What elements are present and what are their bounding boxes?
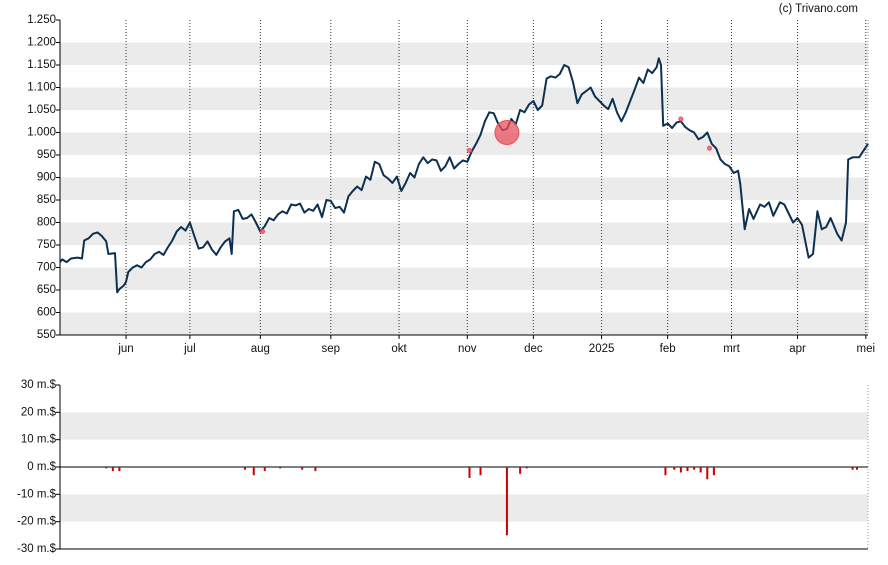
grid-band xyxy=(60,42,868,65)
y-tick-label: 650 xyxy=(37,284,56,296)
y-tick-label: 750 xyxy=(37,239,56,251)
bar xyxy=(693,467,696,470)
marker xyxy=(494,120,520,145)
y-tick-label: 1.150 xyxy=(27,59,56,71)
grid-band xyxy=(60,222,868,245)
bar xyxy=(243,467,246,470)
y-tick-label: 950 xyxy=(37,149,56,161)
y-tick-label: 550 xyxy=(37,329,56,341)
bar xyxy=(519,467,522,474)
y-tick-label: 800 xyxy=(37,217,56,229)
x-tick-label: aug xyxy=(251,343,270,355)
grid-band xyxy=(60,87,868,110)
y-tick-label: 1.000 xyxy=(27,127,56,139)
bar xyxy=(851,467,854,470)
bar xyxy=(673,467,676,470)
x-tick-label: mei xyxy=(857,343,876,355)
y-tick-label: 10 m.$ xyxy=(21,434,57,446)
x-tick-label: jun xyxy=(117,343,133,355)
y-tick-label: 20 m.$ xyxy=(21,406,57,418)
bar xyxy=(314,467,317,472)
y-tick-label: -20 m.$ xyxy=(17,516,57,528)
grid-band xyxy=(60,177,868,200)
bar xyxy=(525,467,528,469)
marker xyxy=(260,229,266,234)
bar xyxy=(505,467,508,536)
x-tick-label: jul xyxy=(183,343,196,355)
grid-band xyxy=(60,132,868,155)
y-tick-label: 1.200 xyxy=(27,37,56,49)
bar xyxy=(706,467,709,480)
bar xyxy=(279,467,282,469)
grid-band xyxy=(60,412,868,440)
bar xyxy=(479,467,482,476)
x-tick-label: feb xyxy=(660,343,676,355)
bar xyxy=(468,467,471,478)
bar xyxy=(699,467,702,473)
grid-band xyxy=(60,312,868,335)
bar xyxy=(118,467,121,472)
marker xyxy=(706,145,712,151)
x-tick-label: sep xyxy=(322,343,341,355)
y-tick-label: 700 xyxy=(37,262,56,274)
x-tick-label: dec xyxy=(524,343,543,355)
marker xyxy=(678,116,684,122)
y-tick-label: 0 m.$ xyxy=(27,461,56,473)
bar xyxy=(252,467,255,476)
price-line xyxy=(59,57,869,294)
bar xyxy=(111,467,114,472)
bar xyxy=(712,467,715,476)
y-tick-label: 1.100 xyxy=(27,82,56,94)
credit: (c) Trivano.com xyxy=(779,3,858,15)
grid-band xyxy=(60,267,868,290)
marker xyxy=(467,148,473,153)
x-tick-label: 2025 xyxy=(589,343,615,355)
y-tick-label: -10 m.$ xyxy=(17,488,57,500)
bar xyxy=(105,467,108,469)
x-tick-label: apr xyxy=(789,343,806,355)
y-tick-label: 30 m.$ xyxy=(21,379,57,391)
bar xyxy=(301,467,304,470)
x-tick-label: okt xyxy=(391,343,407,355)
bar xyxy=(679,467,682,473)
y-tick-label: -30 m.$ xyxy=(17,543,57,555)
bar xyxy=(263,467,266,472)
y-tick-label: 1.250 xyxy=(27,14,56,26)
grid-band xyxy=(60,494,868,522)
x-tick-label: mrt xyxy=(723,343,740,355)
bar xyxy=(686,467,689,472)
y-tick-label: 850 xyxy=(37,194,56,206)
y-tick-label: 1.050 xyxy=(27,104,56,116)
y-tick-label: 900 xyxy=(37,172,56,184)
bar xyxy=(664,467,667,476)
bar xyxy=(855,467,858,470)
x-tick-label: nov xyxy=(458,343,477,355)
y-tick-label: 600 xyxy=(37,307,56,319)
